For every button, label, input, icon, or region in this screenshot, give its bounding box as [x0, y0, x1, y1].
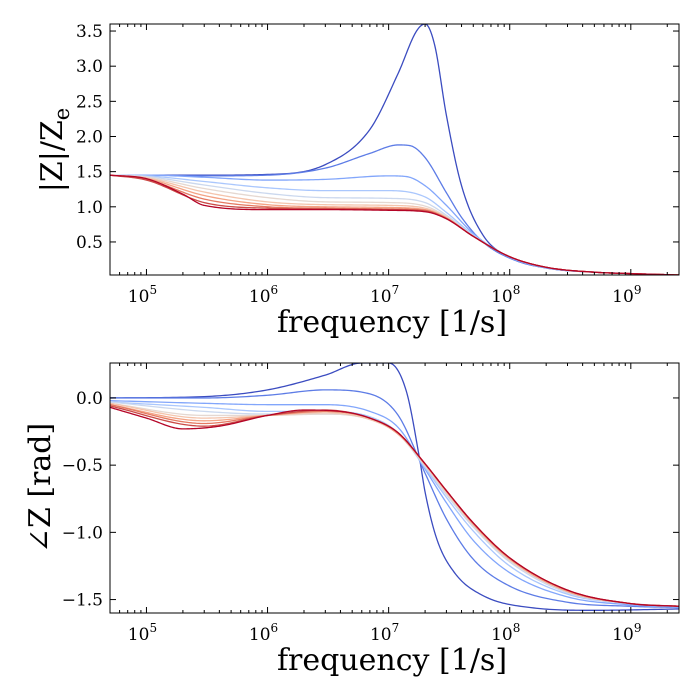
phase-ticks: 0.0 −0.5 −1.0 −1.5 105 106 107 108 109 [62, 363, 679, 645]
x-tick-label: 105 [128, 283, 157, 307]
series-line-s8 [110, 404, 679, 607]
series-line-s11 [110, 174, 679, 275]
y-tick-label: −1.5 [62, 591, 103, 611]
phase-y-axis-title: ∠Z [rad] [23, 423, 58, 553]
y-tick-label: 1.5 [76, 163, 103, 183]
magnitude-x-axis-title: frequency [1/s] [277, 305, 507, 340]
x-tick-label: 108 [491, 283, 520, 307]
series-line-s9 [110, 404, 679, 607]
y-tick-label: 0.0 [76, 389, 103, 409]
magnitude-axes-frame [109, 23, 680, 276]
y-tick-label: −0.5 [62, 456, 103, 476]
x-tick-label: 108 [491, 621, 520, 645]
magnitude-plot: 0.5 1.0 1.5 2.0 2.5 3.0 3.5 105 106 107 108 109 fre… [35, 22, 680, 340]
phase-x-axis-title: frequency [1/s] [277, 643, 507, 678]
magnitude-y-axis-title-subscript: e [50, 108, 74, 120]
x-tick-label: 106 [249, 621, 278, 645]
series-line-s1 [110, 363, 679, 611]
magnitude-y-axis-title-main: |Z|/Z [35, 120, 70, 192]
series-line-s7 [110, 402, 679, 607]
series-line-s6 [110, 402, 679, 607]
x-tick-label: 107 [370, 283, 399, 307]
y-tick-label: 0.5 [76, 233, 103, 253]
series-line-s11 [110, 406, 679, 607]
y-tick-label: 3.0 [76, 57, 103, 77]
x-tick-label: 107 [370, 621, 399, 645]
phase-axes-frame [109, 362, 680, 614]
x-tick-label: 105 [128, 621, 157, 645]
phase-plot: 0.0 −0.5 −1.0 −1.5 105 106 107 108 109 frequency… [23, 362, 680, 678]
y-tick-label: 1.0 [76, 198, 103, 218]
x-tick-label: 106 [249, 283, 278, 307]
series-line-s10 [110, 405, 679, 607]
magnitude-y-axis-title: |Z|/Ze [35, 108, 74, 192]
series-line-s5 [110, 401, 679, 607]
series-line-s2 [110, 389, 679, 609]
series-line-s1 [110, 24, 679, 275]
magnitude-curves [110, 24, 679, 275]
series-line-s3 [110, 399, 679, 609]
y-tick-label: 2.0 [76, 127, 103, 147]
y-tick-label: 3.5 [76, 22, 103, 42]
series-line-s4 [110, 401, 679, 607]
phase-curves [110, 363, 679, 611]
y-tick-label: −1.0 [62, 523, 103, 543]
x-tick-label: 109 [612, 621, 641, 645]
y-tick-label: 2.5 [76, 92, 103, 112]
magnitude-ticks: 0.5 1.0 1.5 2.0 2.5 3.0 3.5 105 106 107 108 109 [76, 22, 679, 307]
x-tick-label: 109 [612, 283, 641, 307]
